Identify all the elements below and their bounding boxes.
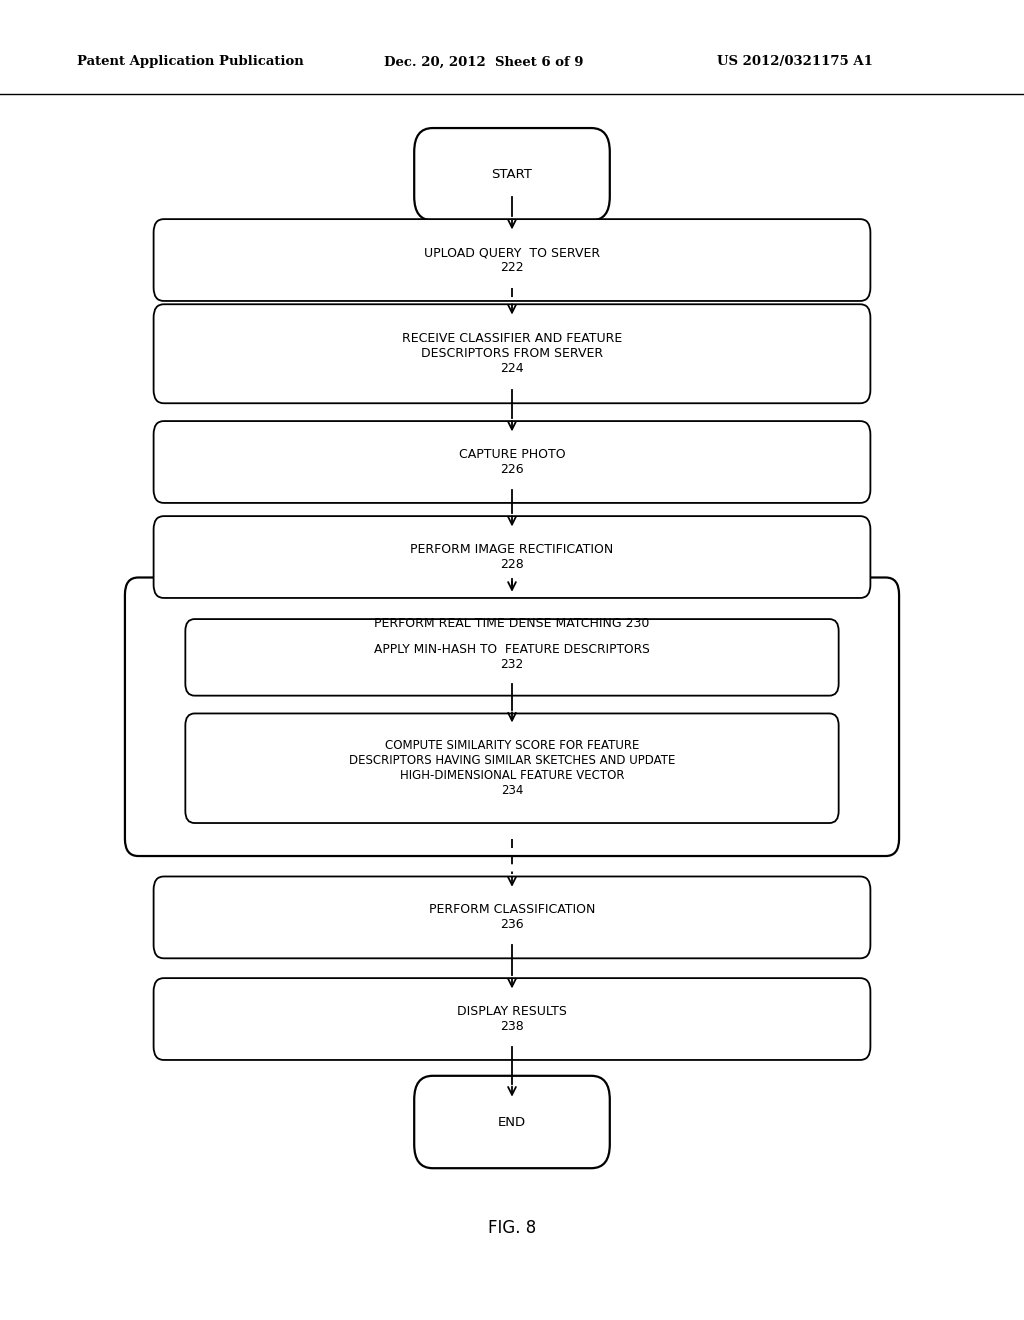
FancyBboxPatch shape [154, 516, 870, 598]
Text: END: END [498, 1115, 526, 1129]
Text: US 2012/0321175 A1: US 2012/0321175 A1 [717, 55, 872, 69]
Text: Dec. 20, 2012  Sheet 6 of 9: Dec. 20, 2012 Sheet 6 of 9 [384, 55, 584, 69]
FancyBboxPatch shape [185, 619, 839, 696]
FancyBboxPatch shape [154, 421, 870, 503]
Text: START: START [492, 168, 532, 181]
Text: PERFORM IMAGE RECTIFICATION
228: PERFORM IMAGE RECTIFICATION 228 [411, 543, 613, 572]
FancyBboxPatch shape [414, 128, 609, 220]
Text: UPLOAD QUERY  TO SERVER
222: UPLOAD QUERY TO SERVER 222 [424, 246, 600, 275]
Text: RECEIVE CLASSIFIER AND FEATURE
DESCRIPTORS FROM SERVER
224: RECEIVE CLASSIFIER AND FEATURE DESCRIPTO… [401, 333, 623, 375]
FancyBboxPatch shape [154, 305, 870, 404]
FancyBboxPatch shape [154, 876, 870, 958]
Text: FIG. 8: FIG. 8 [487, 1218, 537, 1237]
FancyBboxPatch shape [154, 978, 870, 1060]
Text: Patent Application Publication: Patent Application Publication [77, 55, 303, 69]
Text: PERFORM CLASSIFICATION
236: PERFORM CLASSIFICATION 236 [429, 903, 595, 932]
Text: CAPTURE PHOTO
226: CAPTURE PHOTO 226 [459, 447, 565, 477]
Text: DISPLAY RESULTS
238: DISPLAY RESULTS 238 [457, 1005, 567, 1034]
FancyBboxPatch shape [185, 713, 839, 824]
Text: COMPUTE SIMILARITY SCORE FOR FEATURE
DESCRIPTORS HAVING SIMILAR SKETCHES AND UPD: COMPUTE SIMILARITY SCORE FOR FEATURE DES… [349, 739, 675, 797]
FancyBboxPatch shape [154, 219, 870, 301]
FancyBboxPatch shape [414, 1076, 609, 1168]
FancyBboxPatch shape [125, 578, 899, 855]
Text: APPLY MIN-HASH TO  FEATURE DESCRIPTORS
232: APPLY MIN-HASH TO FEATURE DESCRIPTORS 23… [374, 643, 650, 672]
Text: PERFORM REAL TIME DENSE MATCHING 230: PERFORM REAL TIME DENSE MATCHING 230 [375, 618, 649, 630]
